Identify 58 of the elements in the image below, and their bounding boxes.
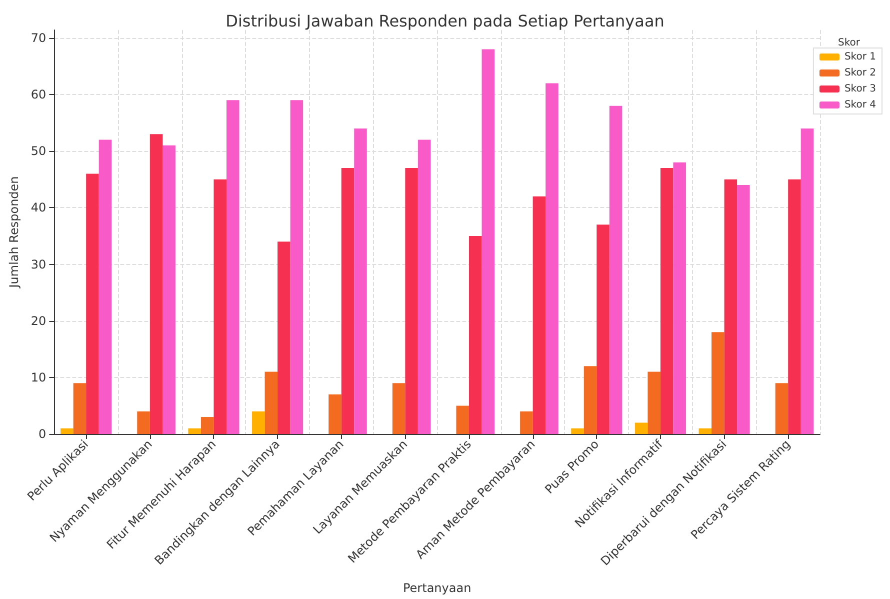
y-tick-label: 0: [38, 427, 46, 441]
bar: [418, 140, 431, 434]
bar: [737, 185, 750, 434]
y-tick-label: 30: [30, 257, 46, 272]
legend-label: Skor 3: [844, 84, 876, 94]
bar: [98, 140, 112, 434]
bar: [264, 372, 278, 434]
y-tick-label: 10: [30, 370, 46, 384]
y-tick-label: 50: [30, 144, 46, 158]
x-axis-title: Pertanyaan: [402, 581, 472, 595]
bar: [673, 162, 686, 434]
bar: [634, 422, 648, 434]
bar: [482, 49, 495, 434]
bar: [532, 196, 546, 434]
bar: [800, 128, 814, 434]
bar: [60, 428, 74, 434]
bar: [188, 428, 201, 434]
bar: [226, 100, 240, 434]
bar: [775, 383, 788, 434]
bar: [609, 106, 622, 434]
bar: [162, 145, 176, 434]
bar: [571, 428, 584, 434]
bar: [712, 332, 724, 434]
y-tick-label: 20: [30, 314, 46, 328]
legend-title: Skor: [838, 38, 861, 48]
bar: [278, 242, 290, 434]
bar: [724, 179, 738, 434]
bar: [698, 428, 712, 434]
bar: [86, 174, 99, 434]
bar: [456, 406, 469, 434]
y-tick-label: 40: [30, 200, 46, 215]
bar: [200, 417, 214, 434]
bar: [405, 168, 418, 434]
legend-label: Skor 4: [844, 100, 876, 110]
bar: [584, 366, 597, 434]
bar: [596, 224, 610, 434]
bar: [468, 236, 482, 434]
bar: [252, 411, 265, 434]
y-tick-label: 60: [30, 88, 46, 102]
bar: [660, 168, 674, 434]
bar: [341, 168, 354, 434]
bar: [392, 383, 406, 434]
bar: [328, 394, 342, 434]
legend-label: Skor 1: [844, 52, 876, 62]
bar: [290, 100, 304, 434]
y-axis-title: Jumlah Responden: [7, 176, 21, 289]
bar: [354, 128, 367, 434]
y-tick-label: 70: [30, 30, 46, 45]
bar: [788, 179, 801, 434]
bar: [73, 383, 86, 434]
chart-title: Distribusi Jawaban Responden pada Setiap Pertanyaan: [226, 12, 664, 30]
legend-label: Skor 2: [844, 68, 876, 78]
bar: [520, 411, 533, 434]
bar: [648, 372, 660, 434]
bar: [137, 411, 150, 434]
bar: [150, 134, 163, 434]
bar: [214, 179, 226, 434]
bar: [546, 83, 558, 434]
